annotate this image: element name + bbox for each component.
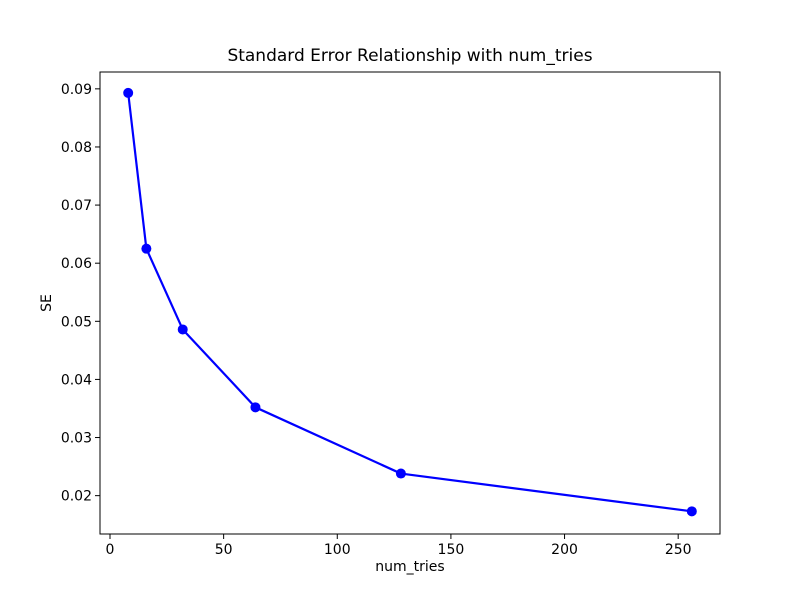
x-axis-label: num_tries	[375, 559, 445, 575]
y-tick-label: 0.09	[61, 82, 92, 98]
x-tick-label: 100	[324, 542, 351, 558]
data-point	[141, 243, 152, 254]
y-axis-label: SE	[39, 294, 55, 312]
chart-title: Standard Error Relationship with num_tri…	[227, 46, 593, 66]
x-tick-label: 250	[665, 542, 692, 558]
data-point	[123, 87, 134, 98]
x-tick-label: 0	[106, 542, 115, 558]
y-tick-label: 0.06	[61, 256, 92, 272]
y-tick-label: 0.02	[61, 489, 92, 505]
data-point	[395, 468, 406, 479]
x-tick-label: 200	[551, 542, 578, 558]
y-tick-label: 0.04	[61, 372, 92, 388]
y-tick-label: 0.03	[61, 431, 92, 447]
y-tick-label: 0.05	[61, 314, 92, 330]
data-point	[177, 324, 188, 335]
se-line	[127, 91, 693, 513]
data-point	[250, 402, 261, 413]
data-point	[686, 506, 697, 517]
y-tick-label: 0.07	[61, 198, 92, 214]
x-tick-label: 150	[438, 542, 465, 558]
y-tick-label: 0.08	[61, 140, 92, 156]
axes-frame	[99, 71, 721, 535]
x-tick-label: 50	[215, 542, 233, 558]
